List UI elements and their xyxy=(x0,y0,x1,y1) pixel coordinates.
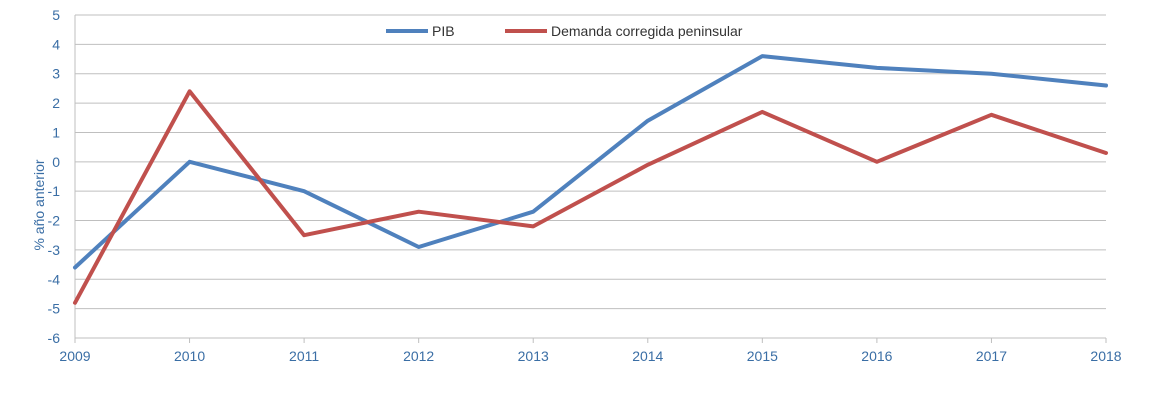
series xyxy=(73,54,1108,305)
x-tick-label: 2016 xyxy=(861,348,892,364)
y-tick-label: 3 xyxy=(52,66,60,82)
x-tick-label: 2013 xyxy=(518,348,549,364)
x-tick-label: 2010 xyxy=(174,348,205,364)
y-tick-label: -2 xyxy=(48,213,61,229)
x-tick-label: 2017 xyxy=(976,348,1007,364)
x-tick-label: 2009 xyxy=(59,348,90,364)
legend: PIB Demanda corregida peninsular xyxy=(386,23,743,39)
y-tick-label: 0 xyxy=(52,154,60,170)
y-tick-label: 4 xyxy=(52,36,60,52)
x-tick-label: 2015 xyxy=(747,348,778,364)
y-axis-ticks: 5 4 3 2 1 0 -1 -2 -3 -4 -5 -6 xyxy=(48,7,61,346)
x-tick-label: 2011 xyxy=(289,348,319,364)
y-tick-label: 1 xyxy=(52,124,60,140)
x-tick-label: 2018 xyxy=(1090,348,1121,364)
x-tick-label: 2014 xyxy=(632,348,663,364)
y-tick-label: -3 xyxy=(48,242,61,258)
series-line-demanda xyxy=(73,89,1108,305)
y-axis-title: % año anterior xyxy=(31,159,47,250)
y-tick-label: -6 xyxy=(48,330,61,346)
y-tick-label: -5 xyxy=(48,301,61,317)
y-tick-label: -1 xyxy=(48,183,61,199)
y-tick-label: 5 xyxy=(52,7,60,23)
x-tick-label: 2012 xyxy=(403,348,434,364)
legend-label-pib: PIB xyxy=(432,23,455,39)
y-tick-label: 2 xyxy=(52,95,60,111)
grid xyxy=(74,14,1106,339)
legend-label-demanda: Demanda corregida peninsular xyxy=(551,23,743,39)
x-axis-ticks: 2009 2010 2011 2012 2013 2014 2015 2016 2017 2018 xyxy=(59,338,1122,364)
y-tick-label: -4 xyxy=(48,271,61,287)
series-line-pib xyxy=(73,54,1108,270)
